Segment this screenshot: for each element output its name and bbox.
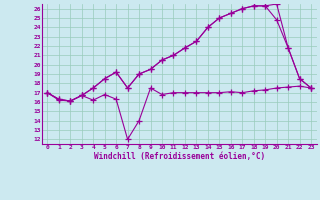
X-axis label: Windchill (Refroidissement éolien,°C): Windchill (Refroidissement éolien,°C) (94, 152, 265, 161)
